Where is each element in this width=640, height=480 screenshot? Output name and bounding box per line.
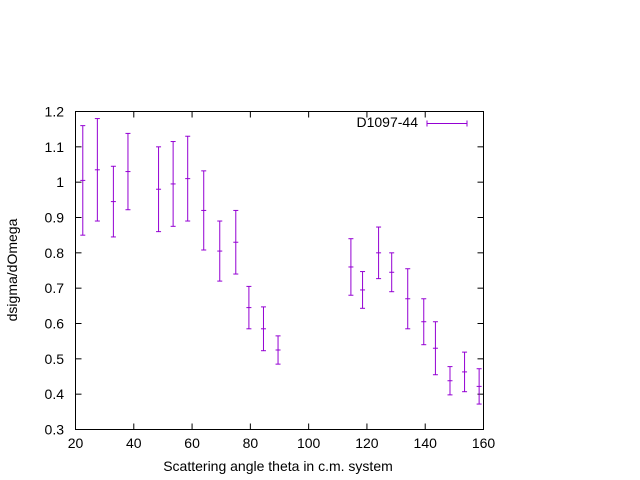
data-point — [348, 238, 354, 296]
x-tick-label: 140 — [414, 435, 438, 451]
data-point — [462, 351, 468, 393]
data-point — [156, 146, 162, 233]
data-point — [170, 141, 176, 227]
legend-label: D1097-44 — [357, 114, 419, 130]
y-tick-label: 1.1 — [45, 139, 65, 155]
data-point — [389, 252, 395, 293]
x-tick-label: 20 — [68, 435, 84, 451]
data-point — [432, 321, 438, 376]
data-point — [405, 268, 411, 330]
x-axis-title: Scattering angle theta in c.m. system — [163, 458, 393, 474]
x-tick-label: 40 — [126, 435, 142, 451]
data-points — [80, 118, 482, 405]
data-point — [421, 298, 427, 346]
legend-sample — [426, 120, 468, 127]
data-point — [94, 118, 100, 222]
y-tick-label: 0.7 — [45, 280, 65, 296]
data-point — [260, 306, 266, 352]
data-point — [246, 285, 252, 330]
data-point — [447, 366, 453, 396]
y-tick-label: 0.3 — [45, 422, 65, 438]
data-point — [125, 132, 131, 211]
plot-frame — [75, 111, 484, 430]
y-tick-label: 0.8 — [45, 245, 65, 261]
x-tick-label: 160 — [472, 435, 496, 451]
data-point — [275, 335, 281, 365]
data-point — [201, 170, 207, 251]
x-tick-label: 60 — [184, 435, 200, 451]
y-tick-label: 0.5 — [45, 351, 65, 367]
y-axis-title: dsigma/dOmega — [4, 218, 20, 321]
x-tick-label: 120 — [355, 435, 379, 451]
y-tick-label: 0.4 — [45, 386, 65, 402]
y-tick-label: 1.2 — [45, 104, 65, 120]
data-point — [110, 165, 116, 238]
data-point — [360, 271, 366, 309]
data-point — [476, 368, 482, 405]
axis-ticks: 20 40 60 80 100 120 140 160 0.3 0.4 0.5 0.6 0.7 0.8 0.… — [45, 104, 496, 452]
x-tick-label: 80 — [243, 435, 259, 451]
data-point — [376, 226, 382, 280]
y-tick-label: 0.6 — [45, 316, 65, 332]
legend: D1097-44 — [357, 114, 468, 130]
y-tick-label: 1 — [56, 174, 64, 190]
data-point — [185, 135, 191, 222]
x-tick-label: 100 — [297, 435, 321, 451]
data-point — [217, 220, 223, 282]
data-point — [80, 125, 86, 236]
y-tick-label: 0.9 — [45, 210, 65, 226]
data-point — [233, 209, 239, 275]
